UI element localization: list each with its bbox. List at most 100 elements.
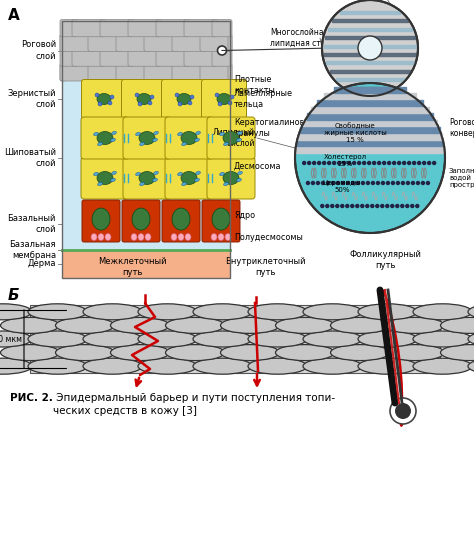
Ellipse shape xyxy=(98,142,102,145)
Ellipse shape xyxy=(211,233,217,241)
Circle shape xyxy=(108,101,112,105)
Circle shape xyxy=(361,205,364,207)
FancyBboxPatch shape xyxy=(123,157,171,199)
FancyBboxPatch shape xyxy=(60,64,66,81)
Ellipse shape xyxy=(303,331,362,347)
Ellipse shape xyxy=(275,317,335,333)
Text: Базальная
мембрана: Базальная мембрана xyxy=(9,240,56,260)
Ellipse shape xyxy=(185,233,191,241)
Ellipse shape xyxy=(28,358,87,374)
Text: А: А xyxy=(8,8,20,23)
Ellipse shape xyxy=(196,132,201,134)
Circle shape xyxy=(411,181,414,185)
FancyBboxPatch shape xyxy=(121,80,166,118)
FancyBboxPatch shape xyxy=(184,49,218,66)
FancyBboxPatch shape xyxy=(72,49,106,66)
Text: Полудесмосомы: Полудесмосомы xyxy=(234,233,303,243)
Circle shape xyxy=(317,181,319,185)
Circle shape xyxy=(110,95,114,99)
Circle shape xyxy=(178,102,182,106)
Circle shape xyxy=(433,161,436,164)
Ellipse shape xyxy=(219,173,224,176)
Circle shape xyxy=(356,181,359,185)
Circle shape xyxy=(303,161,306,164)
FancyBboxPatch shape xyxy=(172,64,206,81)
Ellipse shape xyxy=(154,171,158,175)
Text: Многослойная
липидная структура: Многослойная липидная структура xyxy=(270,28,354,48)
Circle shape xyxy=(386,205,389,207)
Bar xyxy=(62,80,230,250)
Ellipse shape xyxy=(303,304,362,320)
Circle shape xyxy=(343,161,346,164)
Ellipse shape xyxy=(237,132,242,134)
Ellipse shape xyxy=(212,208,230,230)
Ellipse shape xyxy=(468,358,474,374)
Ellipse shape xyxy=(0,304,32,320)
Ellipse shape xyxy=(139,132,155,144)
Text: Ядро: Ядро xyxy=(234,211,255,221)
Ellipse shape xyxy=(178,132,182,135)
Circle shape xyxy=(363,161,365,164)
Ellipse shape xyxy=(131,233,137,241)
Ellipse shape xyxy=(330,317,390,333)
FancyBboxPatch shape xyxy=(144,64,178,81)
Ellipse shape xyxy=(413,358,472,374)
Ellipse shape xyxy=(136,173,140,176)
Text: Холестерол
25%: Холестерол 25% xyxy=(323,154,366,166)
Ellipse shape xyxy=(193,331,252,347)
Ellipse shape xyxy=(111,132,117,134)
Ellipse shape xyxy=(154,132,158,134)
Text: Б: Б xyxy=(8,288,19,303)
Text: Шиповатый
слой: Шиповатый слой xyxy=(4,148,56,168)
Circle shape xyxy=(346,205,349,207)
Circle shape xyxy=(328,161,331,164)
Circle shape xyxy=(396,205,399,207)
FancyBboxPatch shape xyxy=(72,19,106,36)
Ellipse shape xyxy=(385,345,445,361)
FancyBboxPatch shape xyxy=(156,19,190,36)
Circle shape xyxy=(382,181,384,185)
FancyBboxPatch shape xyxy=(201,80,246,118)
Ellipse shape xyxy=(28,331,87,347)
Ellipse shape xyxy=(219,132,224,135)
Circle shape xyxy=(418,161,420,164)
Circle shape xyxy=(337,161,341,164)
Circle shape xyxy=(307,181,310,185)
Text: Липидный
бислой: Липидный бислой xyxy=(213,128,255,148)
Ellipse shape xyxy=(110,138,115,142)
Text: Кератогиалиновые
гранулы: Кератогиалиновые гранулы xyxy=(234,118,316,138)
Ellipse shape xyxy=(218,233,224,241)
Ellipse shape xyxy=(0,358,32,374)
Circle shape xyxy=(358,161,361,164)
Circle shape xyxy=(311,181,314,185)
Ellipse shape xyxy=(413,331,472,347)
Ellipse shape xyxy=(193,304,252,320)
Text: Ламеллярные
тельца: Ламеллярные тельца xyxy=(234,89,293,109)
Circle shape xyxy=(398,161,401,164)
Circle shape xyxy=(336,205,339,207)
Text: Церамиды
50%: Церамиды 50% xyxy=(323,179,361,192)
Ellipse shape xyxy=(468,304,474,320)
FancyBboxPatch shape xyxy=(156,49,190,66)
Circle shape xyxy=(341,205,344,207)
Ellipse shape xyxy=(303,358,362,374)
Circle shape xyxy=(408,161,410,164)
Circle shape xyxy=(383,161,386,164)
Circle shape xyxy=(428,161,431,164)
Ellipse shape xyxy=(440,345,474,361)
Circle shape xyxy=(358,36,382,60)
Circle shape xyxy=(416,205,419,207)
Circle shape xyxy=(378,161,381,164)
Circle shape xyxy=(411,205,414,207)
FancyBboxPatch shape xyxy=(200,64,232,81)
Circle shape xyxy=(366,205,369,207)
Circle shape xyxy=(321,181,324,185)
Circle shape xyxy=(341,181,345,185)
FancyBboxPatch shape xyxy=(100,49,134,66)
FancyBboxPatch shape xyxy=(88,34,122,51)
Ellipse shape xyxy=(28,304,87,320)
Circle shape xyxy=(230,95,234,99)
Ellipse shape xyxy=(225,233,231,241)
Text: Десмосома: Десмосома xyxy=(234,161,282,170)
Circle shape xyxy=(327,181,329,185)
